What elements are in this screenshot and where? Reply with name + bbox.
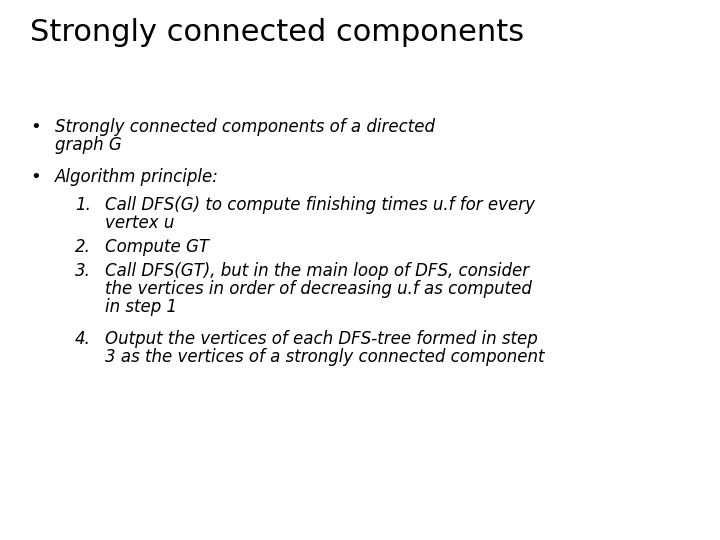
Text: in step 1: in step 1: [105, 298, 177, 316]
Text: graph G: graph G: [55, 136, 122, 154]
Text: 1.: 1.: [75, 196, 91, 214]
Text: Strongly connected components: Strongly connected components: [30, 18, 524, 47]
Text: Strongly connected components of a directed: Strongly connected components of a direc…: [55, 118, 435, 136]
Text: Algorithm principle:: Algorithm principle:: [55, 168, 219, 186]
Text: •: •: [30, 118, 41, 136]
Text: Compute GT: Compute GT: [105, 238, 209, 256]
Text: Output the vertices of each DFS-tree formed in step: Output the vertices of each DFS-tree for…: [105, 330, 538, 348]
Text: 2.: 2.: [75, 238, 91, 256]
Text: Call DFS(GT), but in the main loop of DFS, consider: Call DFS(GT), but in the main loop of DF…: [105, 262, 529, 280]
Text: 3.: 3.: [75, 262, 91, 280]
Text: the vertices in order of decreasing u.f as computed: the vertices in order of decreasing u.f …: [105, 280, 532, 298]
Text: 3 as the vertices of a strongly connected component: 3 as the vertices of a strongly connecte…: [105, 348, 544, 366]
Text: Call DFS(G) to compute finishing times u.f for every: Call DFS(G) to compute finishing times u…: [105, 196, 535, 214]
Text: vertex u: vertex u: [105, 214, 174, 232]
Text: 4.: 4.: [75, 330, 91, 348]
Text: •: •: [30, 168, 41, 186]
